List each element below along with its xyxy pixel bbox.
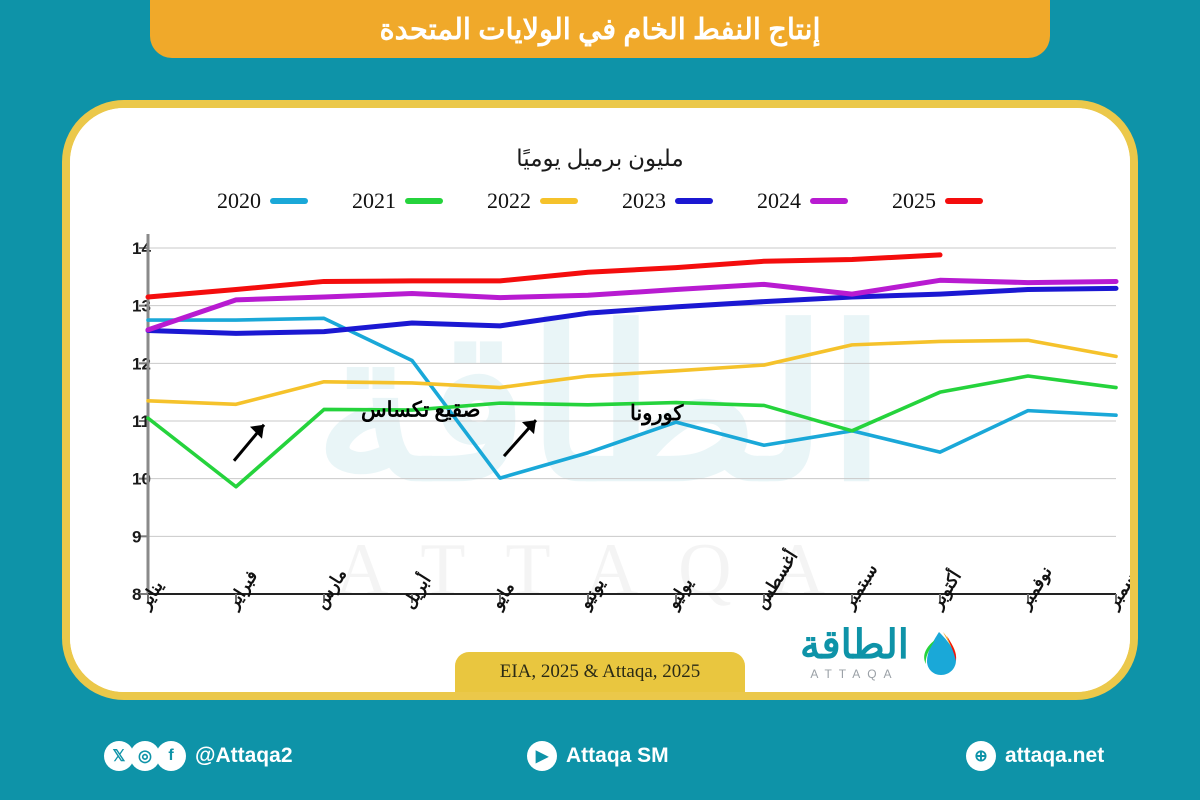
xtick-label-مايو: مايو xyxy=(486,578,519,614)
series-line-2024[interactable] xyxy=(145,277,1119,333)
legend-swatch-2025 xyxy=(945,198,983,204)
legend-item-2022[interactable]: 2022 xyxy=(487,188,578,214)
brand-arabic-name: الطاقة xyxy=(800,622,909,667)
footer-bar: 𝕏 ◎ f @Attaqa2 ▶ Attaqa SM ⊕ attaqa.net xyxy=(0,712,1200,800)
page-title: إنتاج النفط الخام في الولايات المتحدة xyxy=(379,13,821,46)
annotation-arrow-corona-head xyxy=(522,420,536,435)
chart-units-label: مليون برميل يوميًا xyxy=(516,146,684,171)
plot-area: 14 13 12 11 10 9 8 يناير فبراير مارس أبريل مايو يوني… xyxy=(70,108,1138,692)
series-line-2020[interactable] xyxy=(146,316,1118,480)
chart-card-inner: الطاقة ATTAQA مليون برميل يوميًا 2020 202… xyxy=(70,108,1130,692)
xtick-label-مارس: مارس xyxy=(311,565,351,612)
legend-label-2025: 2025 xyxy=(892,188,936,213)
social-icon-cluster: 𝕏 ◎ f xyxy=(104,741,186,771)
annotation-text-corona: كورونا xyxy=(630,401,684,426)
brand-latin-name: ATTAQA xyxy=(810,667,899,681)
legend-label-2020: 2020 xyxy=(217,188,261,213)
x-icon[interactable]: 𝕏 xyxy=(104,741,134,771)
footer-social-group: 𝕏 ◎ f @Attaqa2 xyxy=(104,741,293,771)
series-line-2023[interactable] xyxy=(145,285,1119,336)
legend-label-2024: 2024 xyxy=(757,188,801,213)
ytick-label-13: 13 xyxy=(132,297,151,316)
xtick-label-نوفمبر: نوفمبر xyxy=(1014,563,1056,614)
chart-card: الطاقة ATTAQA مليون برميل يوميًا 2020 202… xyxy=(62,100,1138,700)
instagram-icon[interactable]: ◎ xyxy=(130,741,160,771)
chart-legend: 2020 2021 2022 2023 2024 2025 xyxy=(70,188,1130,214)
annotation-text-texas-freeze: صقيع تكساس xyxy=(361,398,480,423)
xtick-label-يناير: يناير xyxy=(134,577,168,614)
series-line-2022[interactable] xyxy=(146,338,1118,407)
brand-text-stack: الطاقة ATTAQA xyxy=(800,622,909,682)
annotation-arrow-texas-freeze-head xyxy=(250,424,264,439)
brand-logo: الطاقة ATTAQA xyxy=(800,625,957,681)
footer-youtube-group: ▶ Attaqa SM xyxy=(527,741,669,771)
title-banner: إنتاج النفط الخام في الولايات المتحدة xyxy=(150,0,1050,58)
legend-item-2025[interactable]: 2025 xyxy=(892,188,983,214)
legend-swatch-2020 xyxy=(270,198,308,204)
legend-item-2024[interactable]: 2024 xyxy=(757,188,848,214)
ytick-label-10: 10 xyxy=(132,470,151,489)
xtick-label-أبريل: أبريل xyxy=(397,569,436,612)
website-label: attaqa.net xyxy=(1005,744,1105,767)
legend-item-2021[interactable]: 2021 xyxy=(352,188,443,214)
series-line-2025[interactable] xyxy=(145,252,943,300)
legend-label-2021: 2021 xyxy=(352,188,396,213)
youtube-icon[interactable]: ▶ xyxy=(527,741,557,771)
facebook-icon[interactable]: f xyxy=(156,741,186,771)
legend-item-2023[interactable]: 2023 xyxy=(622,188,713,214)
ytick-label-11: 11 xyxy=(132,412,150,431)
xtick-label-فبراير: فبراير xyxy=(222,567,262,614)
footer-website-group: ⊕ attaqa.net xyxy=(966,741,1104,771)
ytick-label-12: 12 xyxy=(132,354,151,373)
legend-label-2022: 2022 xyxy=(487,188,531,213)
source-text: EIA, 2025 & Attaqa, 2025 xyxy=(499,661,701,682)
xtick-label-ديسمبر: ديسمبر xyxy=(1102,558,1138,614)
ytick-label-9: 9 xyxy=(132,527,141,546)
legend-swatch-2022 xyxy=(540,198,578,204)
legend-swatch-2023 xyxy=(675,198,713,204)
legend-label-2023: 2023 xyxy=(622,188,666,213)
social-handle-label: @Attaqa2 xyxy=(195,744,293,767)
header-bar-container: إنتاج النفط الخام في الولايات المتحدة xyxy=(0,0,1200,62)
ytick-label-8: 8 xyxy=(132,585,141,604)
xtick-label-سبتمبر: سبتمبر xyxy=(838,561,882,615)
xtick-label-أكتوبر: أكتوبر xyxy=(924,566,966,615)
legend-swatch-2021 xyxy=(405,198,443,204)
globe-icon[interactable]: ⊕ xyxy=(966,741,996,771)
xtick-label-أغسطس: أغسطس xyxy=(749,546,803,613)
legend-swatch-2024 xyxy=(810,198,848,204)
source-badge: EIA, 2025 & Attaqa, 2025 xyxy=(455,652,745,692)
series-line-2021[interactable] xyxy=(146,374,1118,489)
legend-item-2020[interactable]: 2020 xyxy=(217,188,308,214)
youtube-channel-label: Attaqa SM xyxy=(566,744,669,767)
flame-droplet-icon xyxy=(924,632,957,675)
